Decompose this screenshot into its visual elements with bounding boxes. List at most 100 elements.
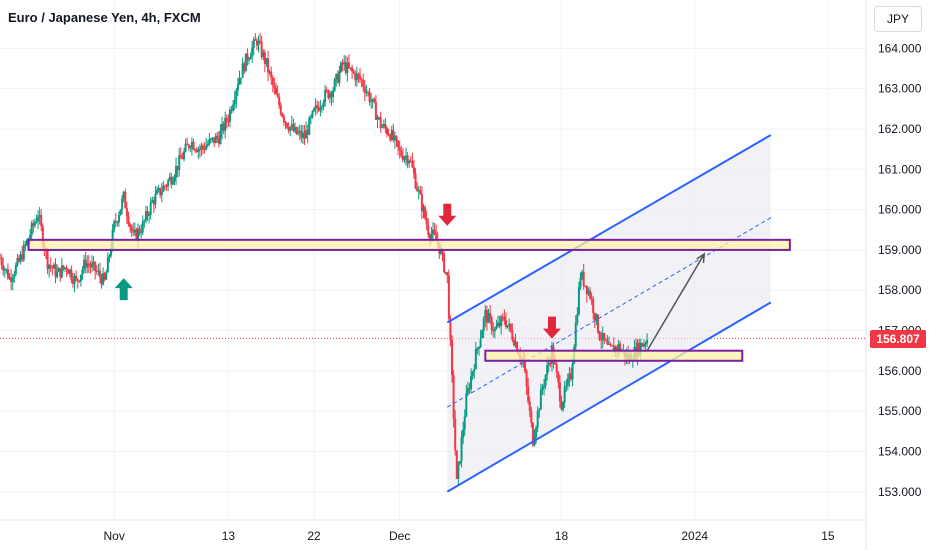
candle-body: [384, 123, 387, 129]
candle-body: [167, 180, 170, 187]
candle-body: [252, 39, 255, 48]
candle-body: [90, 263, 93, 268]
candle-body: [249, 56, 252, 60]
candle-body: [523, 361, 526, 371]
candle-body: [482, 318, 485, 331]
candle-body: [428, 234, 431, 239]
candle-body: [419, 190, 422, 195]
candle-body: [400, 150, 403, 156]
y-tick-label: 163.000: [878, 82, 922, 96]
candle-body: [224, 117, 227, 131]
candle-body: [354, 72, 357, 81]
annotation-layer: [27, 134, 791, 493]
candle-body: [211, 137, 214, 139]
candle-body: [103, 273, 106, 280]
candle-body: [462, 429, 465, 438]
candle-body: [243, 63, 246, 72]
candle-body: [546, 364, 549, 376]
candle-body: [19, 254, 22, 262]
candle-body: [138, 228, 141, 233]
candle-body: [32, 223, 35, 226]
candle-body: [84, 259, 87, 268]
candle-body: [395, 136, 398, 141]
y-tick-label: 154.000: [878, 444, 922, 458]
candle-body: [577, 287, 580, 315]
candle-body: [511, 330, 514, 340]
candle-body: [59, 268, 62, 278]
candle-body: [371, 98, 374, 102]
candle-body: [57, 268, 60, 272]
candle-body: [76, 279, 79, 281]
candle-body: [117, 215, 120, 223]
candle-body: [446, 271, 449, 276]
candle-body: [133, 229, 136, 233]
candle-body: [376, 117, 379, 120]
y-tick-label: 153.000: [878, 485, 922, 499]
candle-body: [357, 73, 360, 76]
candle-body: [173, 177, 176, 182]
x-tick-label: 2024: [681, 529, 708, 543]
candle-body: [473, 369, 476, 372]
candle-body: [574, 322, 577, 347]
candle-body: [140, 232, 143, 234]
candle-body: [214, 135, 217, 144]
candle-body: [554, 362, 557, 365]
candle-body: [92, 261, 95, 264]
candle-body: [335, 73, 338, 80]
candle-body: [189, 147, 192, 149]
candle-body: [608, 344, 611, 346]
x-tick-label: 15: [821, 529, 835, 543]
candle-body: [460, 437, 463, 462]
candle-body: [330, 92, 333, 98]
candle-body: [619, 343, 622, 352]
candle-body: [248, 59, 251, 61]
candle-body: [538, 409, 541, 411]
y-tick-label: 156.000: [878, 364, 922, 378]
candle-body: [401, 155, 404, 161]
candle-body: [200, 145, 203, 150]
candle-body: [430, 234, 433, 239]
x-tick-label: 13: [222, 529, 236, 543]
candle-body: [582, 271, 585, 286]
candle-body: [268, 71, 271, 73]
candle-body: [297, 132, 300, 134]
candle-body: [571, 363, 574, 380]
candle-body: [89, 265, 92, 268]
candle-body: [508, 323, 511, 326]
candle-body: [151, 199, 154, 203]
candle-body: [213, 137, 216, 144]
candle-body: [514, 342, 517, 346]
currency-selector[interactable]: JPY: [874, 6, 922, 32]
candle-body: [259, 40, 262, 42]
candle-body: [484, 310, 487, 319]
candle-body: [565, 385, 568, 387]
candle-body: [311, 110, 314, 117]
candle-body: [306, 130, 309, 135]
candle-body: [359, 75, 362, 80]
candle-body: [300, 130, 303, 138]
candle-body: [527, 386, 530, 402]
candle-body: [51, 266, 54, 269]
candle-body: [95, 270, 98, 272]
candle-body: [362, 79, 365, 87]
candle-body: [143, 220, 146, 222]
candle-body: [273, 85, 276, 88]
candle-body: [254, 39, 257, 41]
candle-body: [187, 144, 190, 148]
candle-body: [22, 244, 25, 260]
candle-body: [341, 62, 344, 65]
candle-body: [83, 259, 86, 270]
candle-body: [52, 264, 55, 269]
candle-body: [420, 194, 423, 212]
candle-body: [102, 273, 105, 285]
candle-body: [289, 126, 292, 131]
candle-body: [68, 269, 71, 274]
candle-body: [284, 121, 287, 124]
candle-body: [463, 416, 466, 430]
candle-body: [468, 388, 471, 390]
candle-body: [146, 211, 149, 216]
candle-body: [274, 87, 277, 95]
candle-body: [351, 67, 354, 72]
candle-body: [606, 340, 609, 345]
